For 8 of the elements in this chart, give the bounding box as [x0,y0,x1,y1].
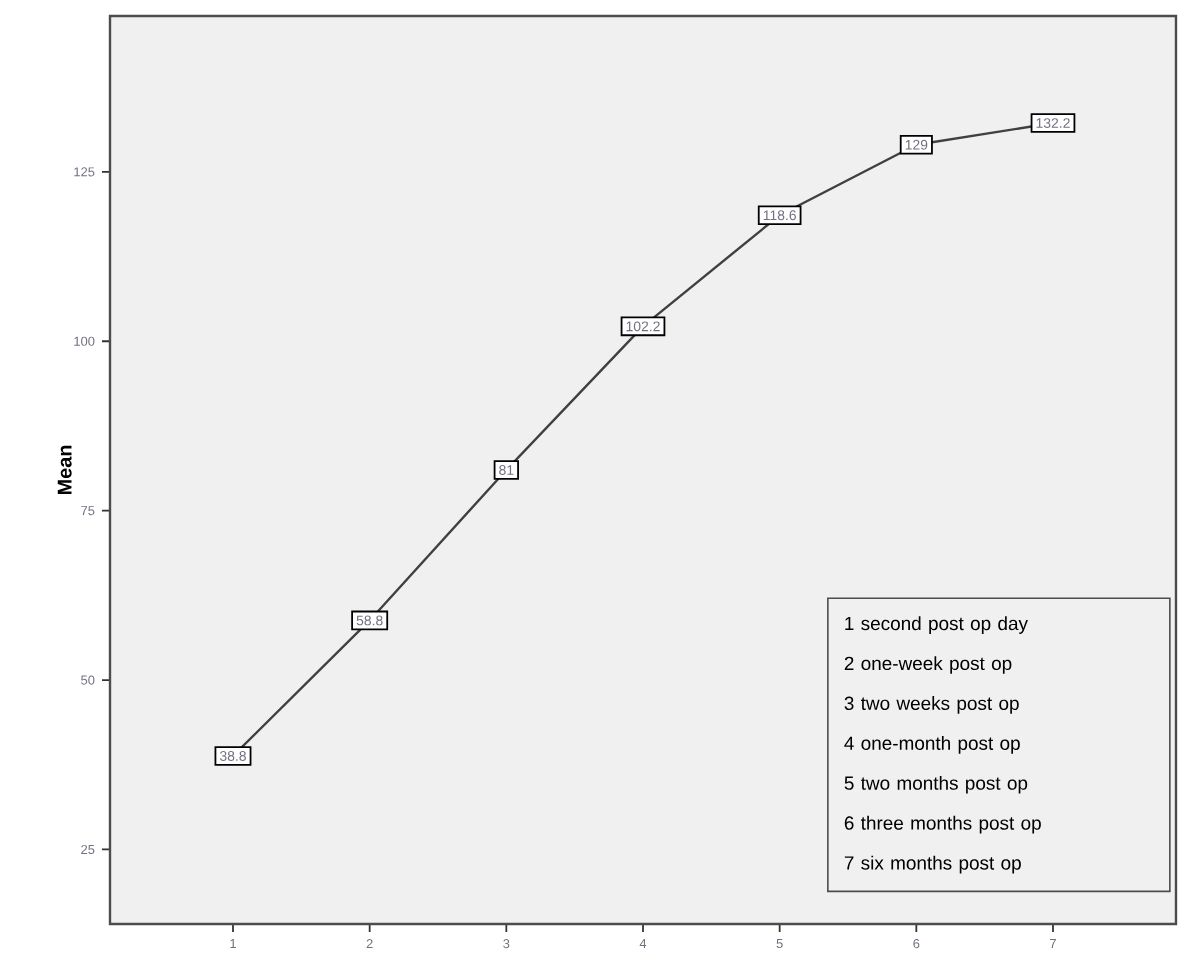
annotation: 2 one-week post op [844,656,1012,674]
annotation: 6 three months post op [844,815,1041,834]
y-axis-title: Mean [57,445,72,495]
annotation: 1 second post op day [845,616,1028,634]
annotation: 4 one-month post op [844,736,1020,754]
annotation: 5 two months post op [844,775,1028,794]
annotation: 7 six months post op [844,855,1021,874]
annotation: 3 two weeks post op [844,696,1019,714]
